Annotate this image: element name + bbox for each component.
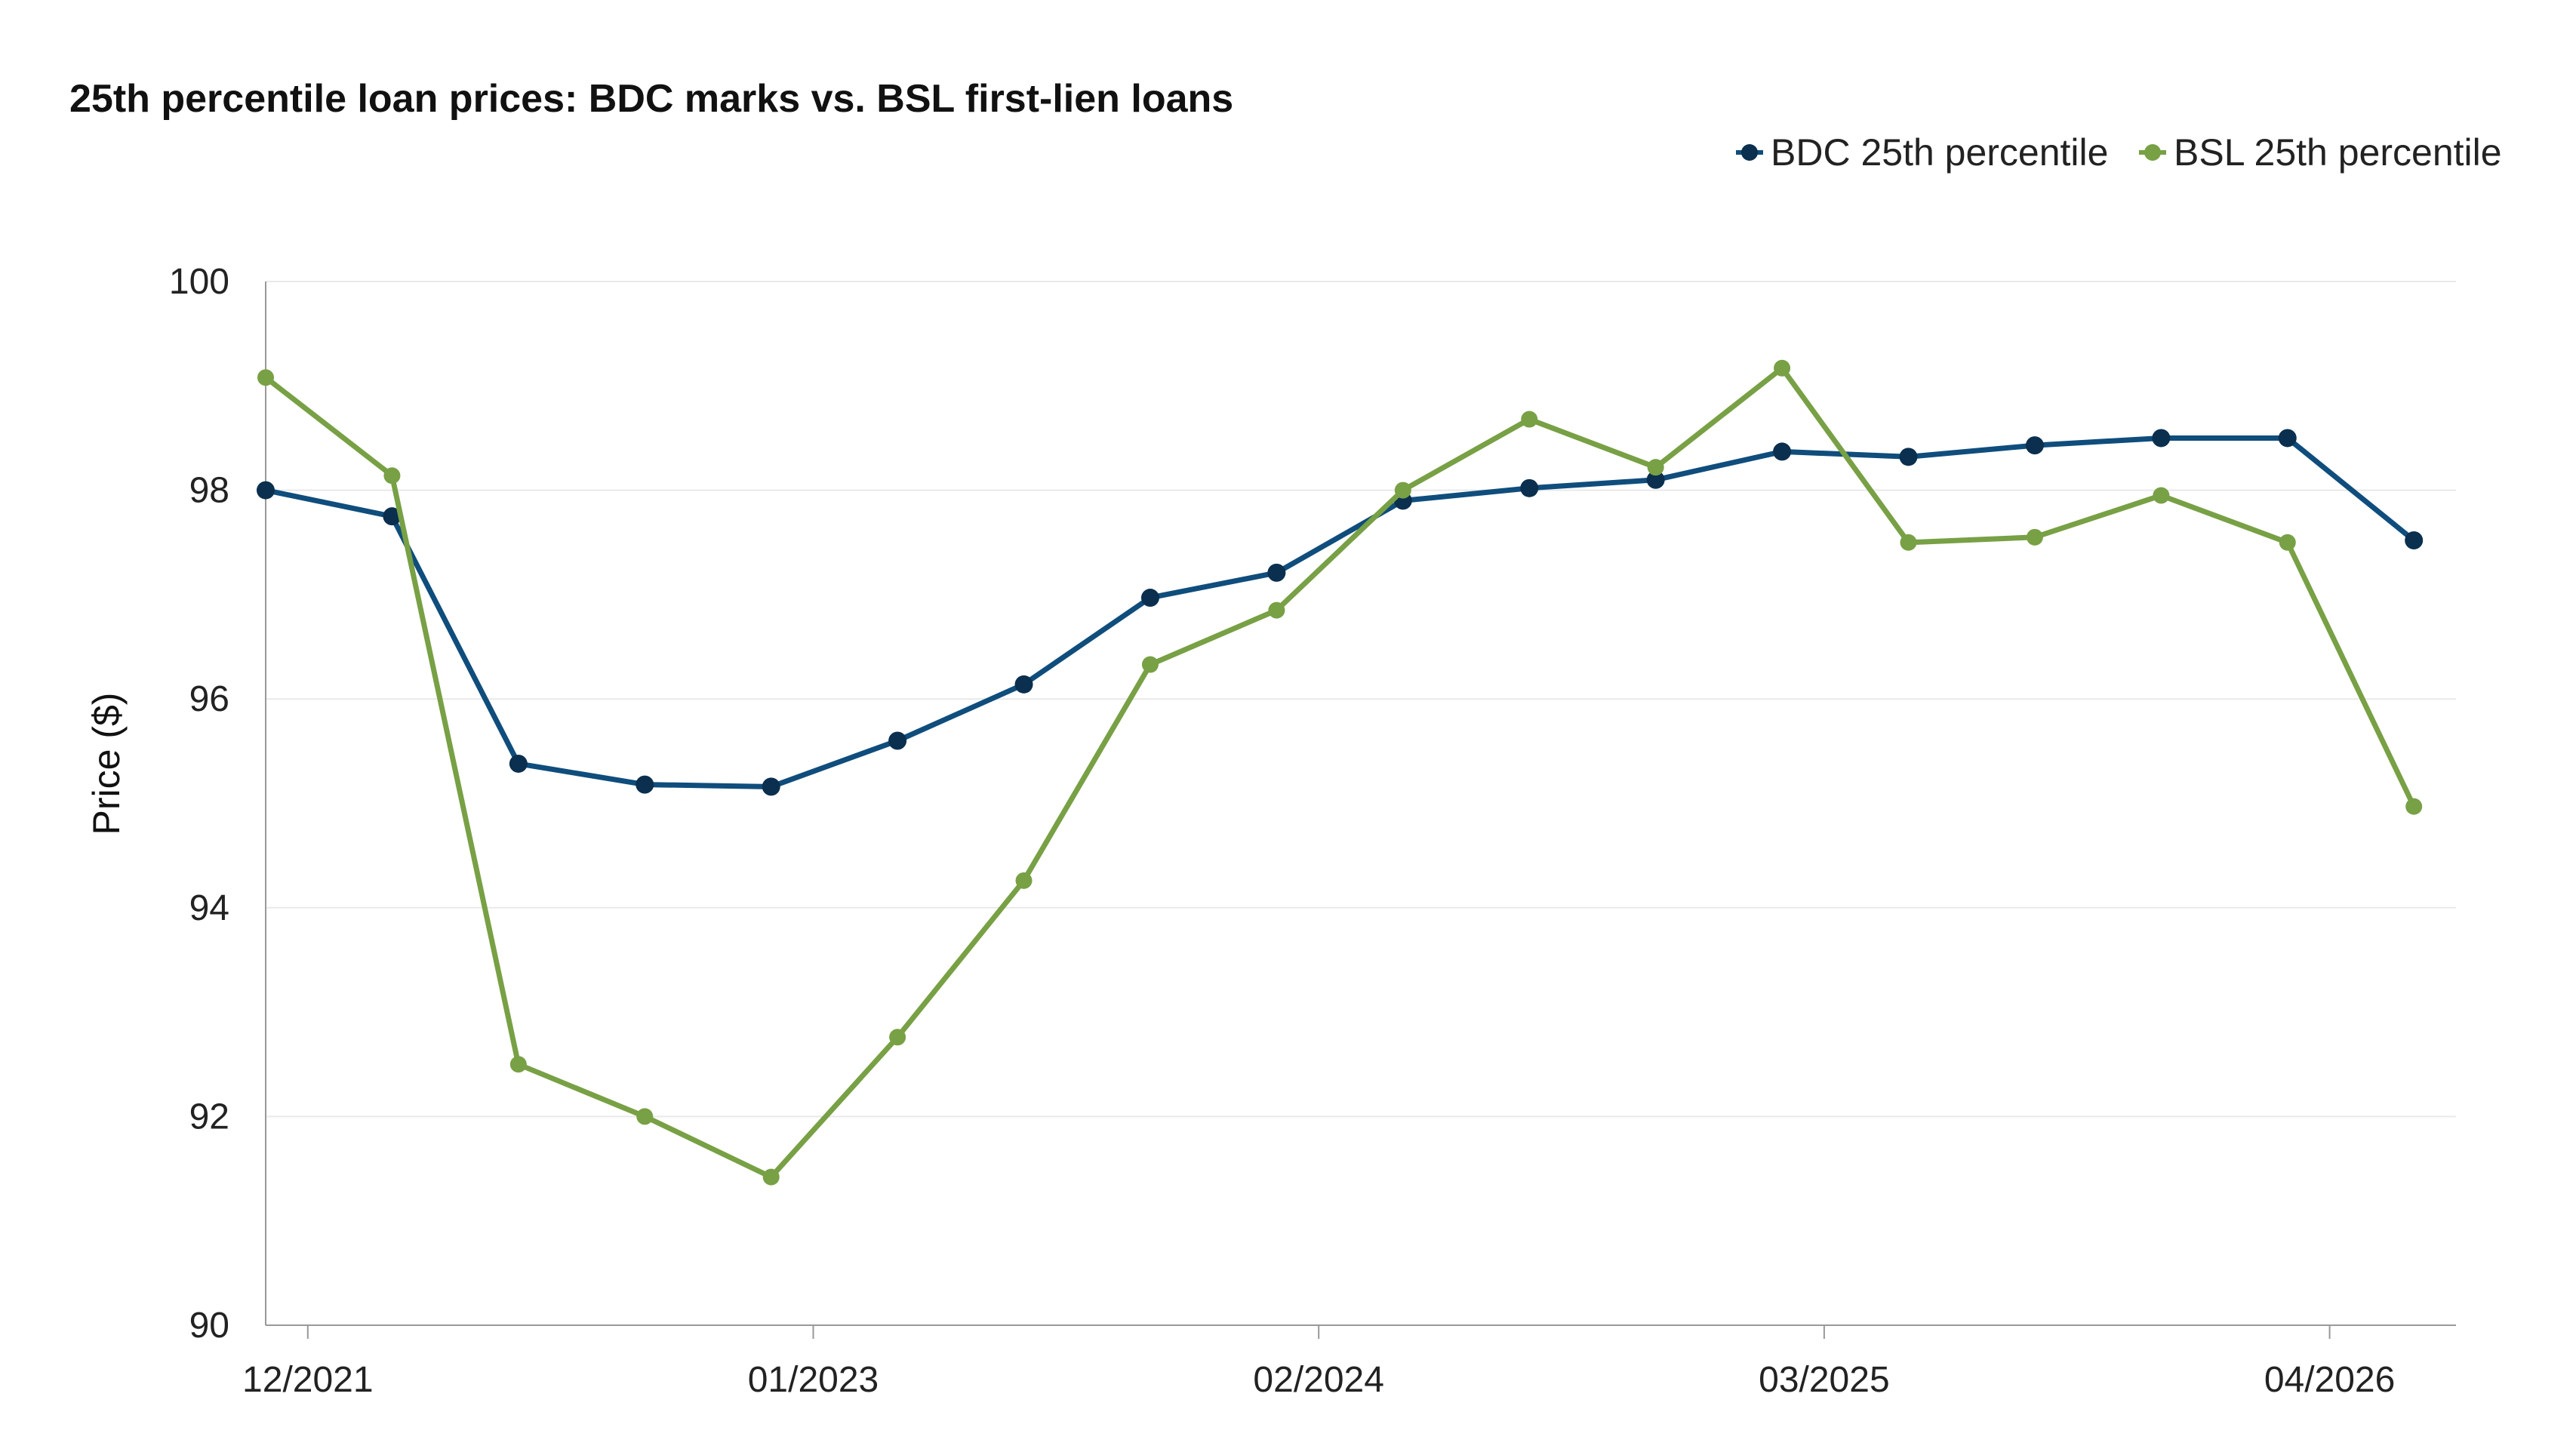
data-point <box>1521 411 1538 428</box>
data-point <box>889 1029 906 1046</box>
data-point <box>257 369 274 386</box>
x-tick-label: 04/2026 <box>2264 1360 2396 1400</box>
data-point <box>762 777 780 796</box>
x-tick-label: 12/2021 <box>242 1360 374 1400</box>
legend-label: BDC 25th percentile <box>1771 131 2108 174</box>
data-point <box>2279 534 2296 551</box>
legend-item-bdc: BDC 25th percentile <box>1736 131 2108 174</box>
data-point <box>2405 531 2424 549</box>
data-point <box>1647 459 1664 476</box>
data-point <box>383 467 401 485</box>
data-point <box>1140 589 1159 608</box>
legend-marker <box>1741 144 1758 161</box>
series-line <box>263 435 2417 789</box>
data-point <box>1268 601 1285 619</box>
data-point <box>636 775 654 794</box>
x-tick-label: 02/2024 <box>1253 1360 1384 1400</box>
grid-lines <box>266 281 2456 1118</box>
data-point <box>1267 563 1286 582</box>
data-point <box>2153 487 2170 504</box>
y-tick-label: 90 <box>189 1306 229 1346</box>
data-point <box>2026 528 2043 546</box>
data-point <box>1899 448 1918 466</box>
data-point <box>2278 429 2297 448</box>
legend-item-bsl: BSL 25th percentile <box>2139 131 2502 174</box>
y-tick-label: 98 <box>189 471 229 511</box>
data-point <box>762 1168 780 1186</box>
data-point <box>2405 798 2423 815</box>
data-point <box>1900 534 1917 551</box>
data-point <box>509 1056 527 1073</box>
series-layer <box>257 359 2424 1186</box>
chart-title: 25th percentile loan prices: BDC marks v… <box>69 77 1233 121</box>
x-tick-label: 01/2023 <box>748 1360 879 1400</box>
data-point <box>1773 442 1792 461</box>
series-line <box>263 365 2417 1180</box>
data-point <box>1520 478 1539 497</box>
data-point <box>1774 359 1791 377</box>
data-point <box>2152 429 2171 448</box>
data-point <box>636 1108 654 1125</box>
x-tick-label: 03/2025 <box>1759 1360 1890 1400</box>
data-point <box>383 507 402 526</box>
legend-label: BSL 25th percentile <box>2174 131 2502 174</box>
y-tick-label: 100 <box>169 262 229 302</box>
y-tick-label: 92 <box>189 1097 229 1137</box>
data-point <box>1015 872 1033 889</box>
data-point <box>1014 675 1033 694</box>
legend-marker <box>2144 144 2161 161</box>
data-point <box>1646 470 1665 489</box>
legend: BDC 25th percentile BSL 25th percentile <box>1736 131 2502 174</box>
data-point <box>1394 481 1411 499</box>
axes: 90 92 94 96 98 100 12/2021 01/2023 02/2024 03/202… <box>169 262 2456 1400</box>
series-bdc <box>257 429 2424 796</box>
y-axis-label: Price ($) <box>85 693 128 835</box>
data-point <box>2025 436 2044 455</box>
data-point <box>257 481 275 500</box>
data-point <box>888 731 907 750</box>
series-bsl <box>257 359 2423 1186</box>
data-point <box>1141 656 1159 673</box>
y-tick-label: 94 <box>189 888 229 928</box>
data-point <box>509 754 528 773</box>
y-tick-label: 96 <box>189 679 229 719</box>
